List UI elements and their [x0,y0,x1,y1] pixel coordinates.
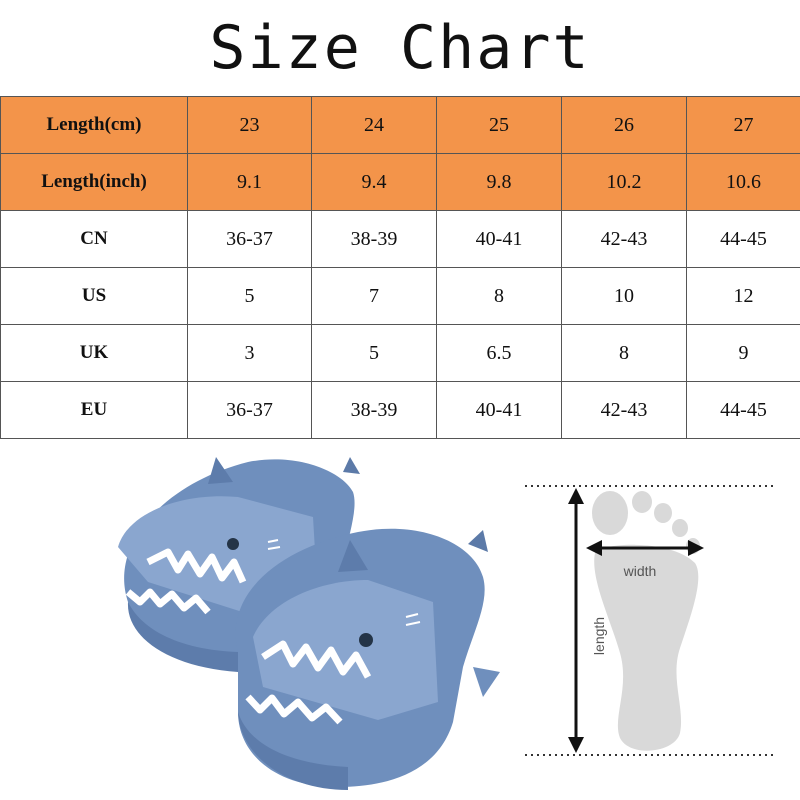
table-cell: 36-37 [187,210,312,268]
table-cell: 36-37 [187,381,312,439]
table-row: Length(inch) 9.1 9.4 9.8 10.2 10.6 [0,153,800,211]
table-cell: 40-41 [436,381,562,439]
table-cell: 38-39 [311,381,437,439]
table-cell: 3 [187,324,312,382]
table-cell: 42-43 [561,210,687,268]
foot-measurement-diagram: width length [525,485,775,756]
table-cell: 26 [561,96,687,154]
shark-slippers-illustration [118,457,500,790]
width-arrow [586,540,704,556]
table-cell: 40-41 [436,210,562,268]
row-label: Length(inch) [0,153,188,211]
table-cell: 8 [561,324,687,382]
row-label: Length(cm) [0,96,188,154]
table-cell: 5 [187,267,312,325]
width-label: width [623,563,657,579]
table-cell: 44-45 [686,210,800,268]
table-row: US 5 7 8 10 12 [0,267,800,325]
row-label: US [0,267,188,325]
table-cell: 27 [686,96,800,154]
table-cell: 44-45 [686,381,800,439]
table-cell: 42-43 [561,381,687,439]
table-row: EU 36-37 38-39 40-41 42-43 44-45 [0,381,800,439]
table-cell: 10.6 [686,153,800,211]
length-label: length [591,617,607,655]
table-cell: 6.5 [436,324,562,382]
table-cell: 9.4 [311,153,437,211]
size-table: Length(cm) 23 24 25 26 27 Length(inch) 9… [0,96,800,439]
table-cell: 12 [686,267,800,325]
row-label: UK [0,324,188,382]
front-slipper [235,528,500,790]
length-arrow [568,488,584,753]
table-cell: 25 [436,96,562,154]
row-label: EU [0,381,188,439]
foot-icon [592,491,700,751]
table-cell: 7 [311,267,437,325]
row-label: CN [0,210,188,268]
table-cell: 9.8 [436,153,562,211]
table-row: UK 3 5 6.5 8 9 [0,324,800,382]
table-cell: 24 [311,96,437,154]
table-cell: 5 [311,324,437,382]
table-cell: 23 [187,96,312,154]
page-title: Size Chart [209,13,591,83]
table-cell: 38-39 [311,210,437,268]
table-cell: 8 [436,267,562,325]
table-row: CN 36-37 38-39 40-41 42-43 44-45 [0,210,800,268]
table-cell: 10.2 [561,153,687,211]
table-row: Length(cm) 23 24 25 26 27 [0,96,800,154]
table-cell: 10 [561,267,687,325]
table-cell: 9.1 [187,153,312,211]
table-cell: 9 [686,324,800,382]
